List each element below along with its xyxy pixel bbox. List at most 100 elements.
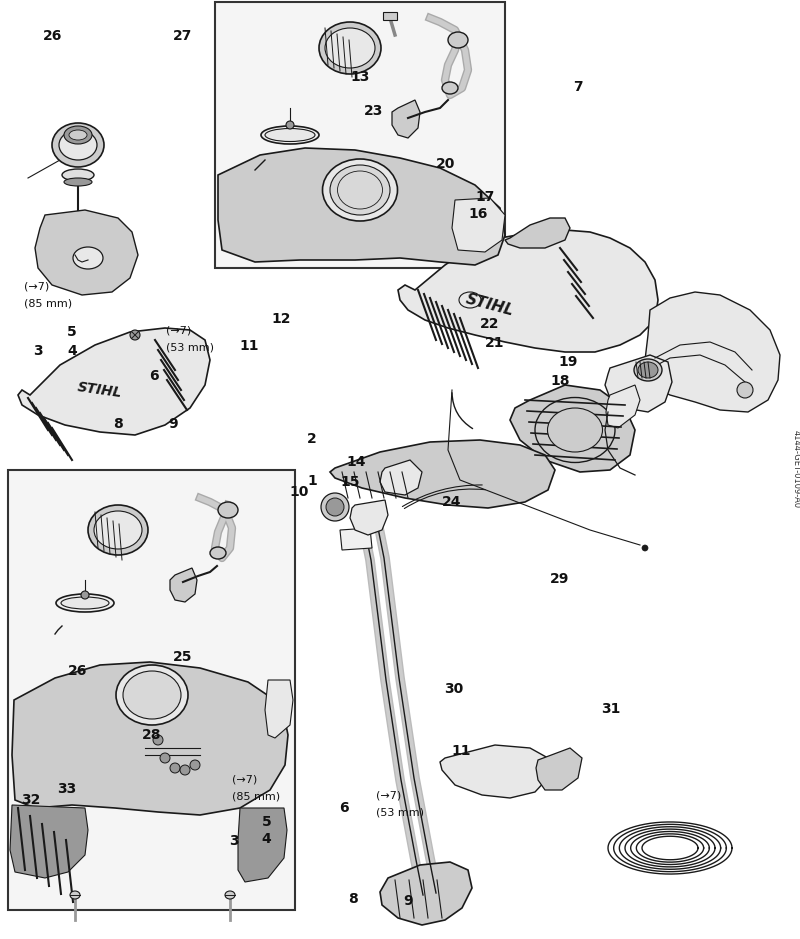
- Text: 18: 18: [550, 375, 570, 388]
- Text: 14: 14: [346, 455, 366, 469]
- Ellipse shape: [448, 32, 468, 48]
- Text: 22: 22: [480, 317, 499, 331]
- Text: 3: 3: [230, 835, 239, 848]
- Bar: [215, 2, 505, 268]
- Ellipse shape: [459, 292, 481, 308]
- Text: 23: 23: [364, 104, 383, 117]
- Text: 16: 16: [469, 208, 488, 221]
- Text: STIHL: STIHL: [77, 380, 123, 400]
- Ellipse shape: [322, 159, 398, 221]
- Ellipse shape: [123, 671, 181, 719]
- Text: 11: 11: [240, 339, 259, 352]
- Polygon shape: [392, 100, 420, 138]
- Text: 24: 24: [442, 496, 462, 509]
- Text: 12: 12: [272, 313, 291, 326]
- Text: 10: 10: [290, 485, 309, 499]
- Ellipse shape: [69, 130, 87, 140]
- Ellipse shape: [116, 665, 188, 725]
- Text: 6: 6: [339, 801, 349, 814]
- Polygon shape: [605, 355, 672, 412]
- Text: 7: 7: [573, 81, 582, 94]
- Polygon shape: [218, 148, 505, 265]
- Text: (→7): (→7): [232, 775, 258, 784]
- Polygon shape: [645, 292, 780, 412]
- Text: (→7): (→7): [166, 326, 192, 335]
- Ellipse shape: [319, 22, 381, 74]
- Bar: [8, 470, 295, 910]
- Circle shape: [326, 498, 344, 516]
- Text: 8: 8: [114, 418, 123, 431]
- Circle shape: [286, 121, 294, 129]
- Text: 26: 26: [43, 29, 62, 42]
- Text: 4: 4: [262, 832, 271, 845]
- Polygon shape: [606, 385, 640, 428]
- Text: 19: 19: [558, 356, 578, 369]
- Text: 15: 15: [341, 475, 360, 488]
- Circle shape: [130, 330, 140, 340]
- Text: (85 mm): (85 mm): [232, 792, 280, 801]
- Ellipse shape: [330, 165, 390, 215]
- Ellipse shape: [265, 129, 315, 142]
- Ellipse shape: [94, 511, 142, 549]
- Circle shape: [642, 545, 648, 551]
- Ellipse shape: [261, 126, 319, 144]
- Polygon shape: [380, 460, 422, 495]
- Circle shape: [81, 591, 89, 599]
- Ellipse shape: [62, 169, 94, 181]
- Ellipse shape: [210, 547, 226, 559]
- Text: 26: 26: [68, 665, 87, 678]
- Text: 30: 30: [444, 683, 463, 696]
- Circle shape: [180, 765, 190, 775]
- Text: 1: 1: [307, 474, 317, 487]
- Ellipse shape: [225, 891, 235, 899]
- Text: 32: 32: [21, 793, 40, 807]
- Text: 5: 5: [67, 326, 77, 339]
- Polygon shape: [170, 568, 197, 602]
- Polygon shape: [452, 198, 505, 252]
- Text: 28: 28: [142, 729, 162, 742]
- Text: 8: 8: [348, 892, 358, 905]
- Text: (53 mm): (53 mm): [376, 808, 424, 817]
- Text: 13: 13: [350, 70, 370, 84]
- Ellipse shape: [634, 359, 662, 381]
- Ellipse shape: [638, 362, 658, 378]
- Text: (→7): (→7): [376, 791, 402, 800]
- Text: 29: 29: [550, 573, 570, 586]
- Text: 4144-GET-0109-A0: 4144-GET-0109-A0: [791, 430, 800, 508]
- Text: 21: 21: [485, 336, 504, 349]
- Circle shape: [170, 763, 180, 773]
- Text: 4: 4: [67, 345, 77, 358]
- Text: 9: 9: [403, 895, 413, 908]
- Text: 20: 20: [436, 158, 455, 171]
- Circle shape: [737, 382, 753, 398]
- Polygon shape: [380, 862, 472, 925]
- Text: STIHL: STIHL: [464, 291, 516, 318]
- Polygon shape: [10, 805, 88, 878]
- Ellipse shape: [73, 247, 103, 269]
- Ellipse shape: [56, 594, 114, 612]
- Ellipse shape: [547, 408, 602, 452]
- Ellipse shape: [442, 82, 458, 94]
- Ellipse shape: [52, 123, 104, 167]
- Circle shape: [153, 735, 163, 745]
- Bar: [383, 12, 397, 20]
- Polygon shape: [398, 230, 658, 352]
- Ellipse shape: [70, 891, 80, 899]
- Text: (85 mm): (85 mm): [24, 299, 72, 308]
- Ellipse shape: [59, 130, 97, 160]
- Circle shape: [190, 760, 200, 770]
- Text: 11: 11: [452, 745, 471, 758]
- Ellipse shape: [88, 505, 148, 555]
- Polygon shape: [12, 662, 288, 815]
- Text: 9: 9: [168, 418, 178, 431]
- Text: 31: 31: [601, 702, 620, 716]
- Ellipse shape: [218, 502, 238, 518]
- Ellipse shape: [61, 597, 109, 609]
- Polygon shape: [440, 745, 548, 798]
- Ellipse shape: [64, 178, 92, 186]
- Polygon shape: [330, 440, 555, 508]
- Polygon shape: [536, 748, 582, 790]
- Polygon shape: [35, 210, 138, 295]
- Ellipse shape: [64, 126, 92, 144]
- Polygon shape: [510, 385, 635, 472]
